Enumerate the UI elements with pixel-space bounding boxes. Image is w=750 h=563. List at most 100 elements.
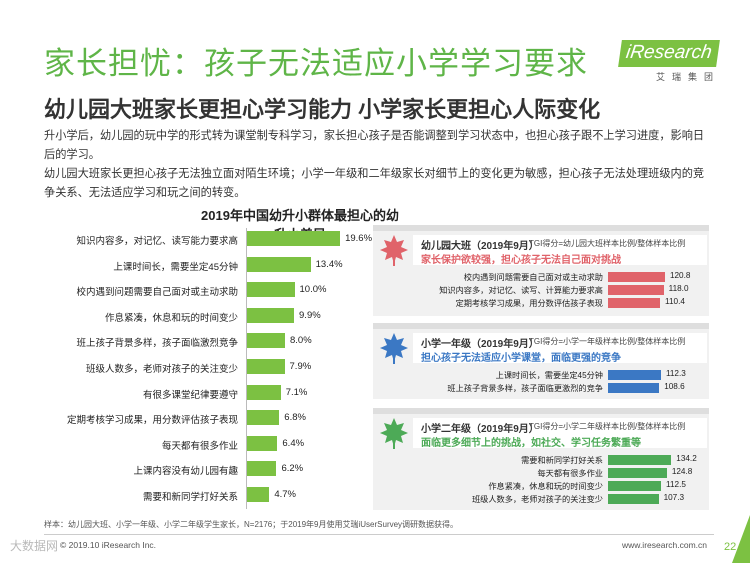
tgi-label: 每天都有很多作业 xyxy=(537,469,603,478)
tgi-row: 定期考核学习成果，用分数评估孩子表现 110.4 xyxy=(373,297,709,310)
tgi-value: 134.2 xyxy=(676,454,697,463)
bar xyxy=(247,435,278,451)
bar-value-label: 6.4% xyxy=(282,437,305,449)
panel-title: 幼儿园大班（2019年9月） xyxy=(421,241,539,252)
bar-label: 有很多课堂纪律要遵守 xyxy=(142,389,238,401)
tgi-value: 110.4 xyxy=(665,297,685,306)
bar-label: 作息紧凑，休息和玩的时间变少 xyxy=(104,312,238,324)
tgi-row: 作息紧凑，休息和玩的时间变少 112.5 xyxy=(373,480,709,493)
tgi-row: 每天都有很多作业 124.8 xyxy=(373,467,709,480)
page-title: 家长担忧：孩子无法适应小学学习要求 xyxy=(44,46,588,81)
tgi-row: 班上孩子背景多样，孩子面临更激烈的竞争 108.6 xyxy=(373,382,709,395)
bar xyxy=(247,333,285,349)
bar-value-label: 19.6% xyxy=(345,233,373,244)
tgi-bar xyxy=(608,272,665,282)
tgi-panel: 幼儿园大班（2019年9月） TGI得分=幼儿园大班样本比例/整体样本比例家长保护… xyxy=(373,225,709,316)
copyright: © 2019.10 iResearch Inc. xyxy=(60,540,157,550)
panel-header-box xyxy=(413,333,707,363)
maple-leaf-icon xyxy=(377,416,411,449)
website: www.iresearch.com.cn xyxy=(622,540,708,550)
tgi-value: 107.3 xyxy=(663,493,685,502)
tgi-value: 112.3 xyxy=(665,369,686,378)
tgi-row: 校内遇到问题需要自己面对或主动求助 120.8 xyxy=(373,271,709,284)
bar-label: 校内遇到问题需要自己面对或主动求助 xyxy=(76,287,238,299)
tgi-bar xyxy=(608,481,662,491)
tgi-label: 需要和新同学打好关系 xyxy=(521,456,603,465)
watermark: 大数据网 xyxy=(10,539,59,553)
tgi-panel: 小学二年级（2019年9月） TGI得分=小学二年级样本比例/整体样本比例面临更多… xyxy=(373,408,709,510)
tgi-row: 需要和新同学打好关系 134.2 xyxy=(373,454,709,467)
tgi-label: 定期考核学习成果，用分数评估孩子表现 xyxy=(455,299,603,308)
panel-top-band xyxy=(373,225,709,231)
intro-paragraph-1: 升小学后，幼儿园的玩中学的形式转为课堂制专科学习，家长担心孩子是否能调整到学习状… xyxy=(44,130,705,161)
panel-title: 小学二年级（2019年9月） xyxy=(421,424,539,435)
panel-top-band xyxy=(373,323,709,329)
bar-label: 班上孩子背景多样，孩子面临激烈竞争 xyxy=(76,338,238,350)
panel-tgi-note: TGI得分=小学一年级样本比例/整体样本比例 xyxy=(529,337,686,346)
bar-value-label: 6.8% xyxy=(284,412,306,424)
bar-label: 班级人数多，老师对孩子的关注变少 xyxy=(85,364,238,375)
tgi-bar xyxy=(608,383,660,393)
corner-decoration xyxy=(732,515,750,563)
tgi-value: 120.8 xyxy=(669,271,691,280)
bar-label: 上课内容没有幼儿园有趣 xyxy=(133,466,238,478)
logo-wordmark: iResearch xyxy=(618,40,720,67)
tgi-bar xyxy=(608,298,661,308)
panel-headline: 面临更多细节上的挑战，如社交、学习任务繁重等 xyxy=(421,438,641,449)
tgi-value: 108.6 xyxy=(664,382,685,391)
bar-value-label: 9.9% xyxy=(299,309,321,321)
page-number: 22 xyxy=(724,541,737,553)
panel-tgi-note: TGI得分=小学二年级样本比例/整体样本比例 xyxy=(529,422,686,431)
tgi-row: 班级人数多，老师对孩子的关注变少 107.3 xyxy=(373,493,709,506)
panel-header-box xyxy=(413,418,707,448)
panel-tgi-note: TGI得分=幼儿园大班样本比例/整体样本比例 xyxy=(529,239,686,248)
bar-value-label: 7.9% xyxy=(289,361,312,372)
tgi-row: 知识内容多，对记忆、读写、计算能力要求高 118.0 xyxy=(373,284,709,297)
bar-value-label: 8.0% xyxy=(290,335,312,347)
tgi-label: 班上孩子背景多样，孩子面临更激烈的竞争 xyxy=(447,384,603,393)
bar-value-label: 4.7% xyxy=(274,489,296,500)
bar-label: 每天都有很多作业 xyxy=(161,440,238,452)
bar-value-label: 6.2% xyxy=(281,463,304,475)
bar xyxy=(247,231,341,246)
tgi-value: 112.5 xyxy=(666,480,686,489)
tgi-row: 上课时间长，需要坐定45分钟 112.3 xyxy=(373,369,709,382)
tgi-label: 知识内容多，对记忆、读写、计算能力要求高 xyxy=(439,286,603,295)
tgi-bar xyxy=(608,494,659,504)
tgi-bar xyxy=(608,455,672,465)
iresearch-logo: iResearch 艾瑞集团 xyxy=(618,40,720,82)
tgi-bar xyxy=(608,370,661,380)
bar xyxy=(247,410,280,426)
panel-header-box xyxy=(413,235,707,265)
chart-axis xyxy=(246,228,247,509)
footnote: 样本：幼儿园大班、小学一年级、小学二年级学生家长，N=2176；于2019年9月… xyxy=(44,520,459,529)
tgi-label: 作息紧凑，休息和玩的时间变少 xyxy=(488,482,603,491)
bar xyxy=(247,461,277,477)
bar-value-label: 7.1% xyxy=(285,386,308,398)
bar-label: 定期考核学习成果，用分数评估孩子表现 xyxy=(66,415,238,427)
maple-leaf-icon xyxy=(377,331,411,364)
bar-label: 需要和新同学打好关系 xyxy=(142,492,238,503)
bar-label: 知识内容多，对记忆、读写能力要求高 xyxy=(76,236,238,247)
bar xyxy=(247,282,295,298)
bar xyxy=(247,256,311,272)
bar-value-label: 10.0% xyxy=(299,284,327,296)
footer-divider xyxy=(44,534,714,535)
bar-label: 上课时间长，需要坐定45分钟 xyxy=(113,261,238,273)
tgi-value: 118.0 xyxy=(668,284,689,293)
page-subtitle: 幼儿园大班家长更担心学习能力 小学家长更担心人际变化 xyxy=(44,97,601,122)
panel-headline: 家长保护欲较强，担心孩子无法自己面对挑战 xyxy=(421,255,621,266)
maple-leaf-icon xyxy=(377,233,411,266)
panel-top-band xyxy=(373,408,709,414)
tgi-bar xyxy=(608,468,667,478)
tgi-label: 校内遇到问题需要自己面对或主动求助 xyxy=(463,273,603,282)
tgi-value: 124.8 xyxy=(671,467,693,476)
bar-value-label: 13.4% xyxy=(315,258,343,270)
panel-headline: 担心孩子无法适应小学课堂，面临更强的竞争 xyxy=(421,353,621,364)
tgi-panel: 小学一年级（2019年9月） TGI得分=小学一年级样本比例/整体样本比例担心孩子… xyxy=(373,323,709,399)
bar xyxy=(247,487,270,502)
logo-chinese: 艾瑞集团 xyxy=(656,72,721,82)
panel-title: 小学一年级（2019年9月） xyxy=(421,339,539,350)
intro-paragraph-2: 幼儿园大班家长更担心孩子无法独立面对陌生环境；小学一年级和二年级家长对细节上的变… xyxy=(44,168,705,199)
bar xyxy=(247,384,281,400)
